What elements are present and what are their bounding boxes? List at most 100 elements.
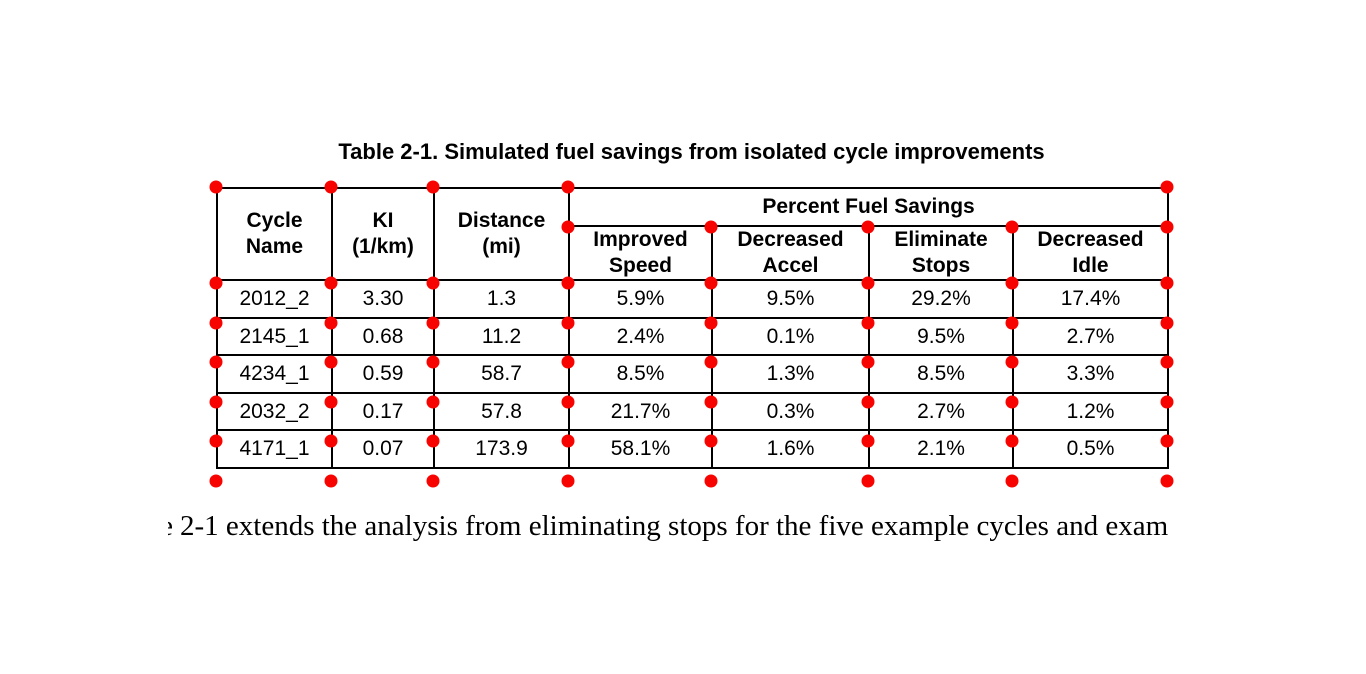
cell-cycle-name: 2032_2 [216,392,333,431]
table-corner-dot [861,276,875,290]
table-corner-dot [561,316,575,330]
table-corner-dot [209,316,223,330]
table-corner-dot [1005,434,1019,448]
table-corner-dot [561,220,575,234]
cell-cycle-name: 2012_2 [216,279,333,319]
header-decreased-idle: Decreased Idle [1011,225,1170,281]
table-corner-dot [426,180,440,194]
table-corner-dot [209,180,223,194]
table-corner-dot [426,355,440,369]
table-corner-dot [1160,474,1174,488]
table-corner-dot [561,180,575,194]
cell-ki: 0.68 [331,317,435,356]
cell-decreased-idle: 1.2% [1011,392,1170,431]
table-corner-dot [861,434,875,448]
table-corner-dot [1005,395,1019,409]
table-corner-dot [861,220,875,234]
table-corner-dot [1160,395,1174,409]
table-corner-dot [561,355,575,369]
table-corner-dot [1005,474,1019,488]
cell-improved-speed: 2.4% [568,317,713,356]
cell-decreased-accel: 0.1% [711,317,870,356]
table-corner-dot [561,276,575,290]
cell-decreased-idle: 0.5% [1011,429,1170,469]
cell-eliminate-stops: 29.2% [868,279,1014,319]
table-corner-dot [704,474,718,488]
cell-eliminate-stops: 9.5% [868,317,1014,356]
table-corner-dot [209,434,223,448]
table-corner-dot [1005,220,1019,234]
table-corner-dot [704,220,718,234]
table-corner-dot [426,316,440,330]
cell-cycle-name: 2145_1 [216,317,333,356]
table-corner-dot [861,395,875,409]
table-corner-dot [324,180,338,194]
table-corner-dot [861,355,875,369]
cell-improved-speed: 21.7% [568,392,713,431]
table-row: 4171_1 0.07 173.9 58.1% 1.6% 2.1% 0.5% [216,429,1170,469]
table-corner-dot [426,276,440,290]
table-corner-dot [1160,180,1174,194]
table-corner-dot [426,474,440,488]
cell-improved-speed: 5.9% [568,279,713,319]
cell-ki: 0.17 [331,392,435,431]
table-corner-dot [561,395,575,409]
cell-decreased-accel: 0.3% [711,392,870,431]
table-corner-dot [324,355,338,369]
table-corner-dot [1005,355,1019,369]
table-corner-dot [704,395,718,409]
cell-improved-speed: 58.1% [568,429,713,469]
table-corner-dot [324,276,338,290]
table-corner-dot [1005,276,1019,290]
cell-decreased-idle: 3.3% [1011,354,1170,394]
cell-eliminate-stops: 8.5% [868,354,1014,394]
table-corner-dot [704,355,718,369]
header-improved-speed: Improved Speed [568,225,713,281]
cell-decreased-idle: 17.4% [1011,279,1170,319]
table-corner-dot [1160,220,1174,234]
table-corner-dot [861,474,875,488]
header-ki: KI (1/km) [331,187,435,281]
table-corner-dot [704,276,718,290]
cell-distance: 58.7 [433,354,570,394]
table-corner-dot [1160,355,1174,369]
cell-ki: 0.07 [331,429,435,469]
header-decreased-accel: Decreased Accel [711,225,870,281]
table-corner-dot [426,395,440,409]
table-corner-dot [704,316,718,330]
header-percent-fuel-savings: Percent Fuel Savings [567,187,1170,227]
body-text-line: e2-1 extends the analysis from eliminati… [168,508,1358,544]
header-cycle-name: Cycle Name [216,187,333,281]
header-eliminate-stops: Eliminate Stops [868,225,1014,281]
cell-cycle-name: 4171_1 [216,429,333,469]
clipped-char-fragment: e [168,508,173,544]
table-caption: Table 2-1. Simulated fuel savings from i… [338,139,1045,164]
table-corner-dot [426,434,440,448]
fuel-savings-table: Cycle Name KI (1/km) Distance (mi) Perce… [216,187,1170,469]
cell-cycle-name: 4234_1 [216,354,333,394]
table-row: 2012_2 3.30 1.3 5.9% 9.5% 29.2% 17.4% [216,279,1170,319]
table-corner-dot [209,395,223,409]
table-corner-dot [1160,316,1174,330]
table-row: 2145_1 0.68 11.2 2.4% 0.1% 9.5% 2.7% [216,317,1170,356]
table-corner-dot [209,276,223,290]
table-corner-dot [209,474,223,488]
table-corner-dot [324,316,338,330]
table-row: 2032_2 0.17 57.8 21.7% 0.3% 2.7% 1.2% [216,392,1170,431]
table-corner-dot [1160,276,1174,290]
cell-distance: 1.3 [433,279,570,319]
table-corner-dot [324,474,338,488]
table-corner-dot [1160,434,1174,448]
cell-decreased-accel: 9.5% [711,279,870,319]
cell-improved-speed: 8.5% [568,354,713,394]
cell-ki: 0.59 [331,354,435,394]
table-corner-dot [209,355,223,369]
cell-ki: 3.30 [331,279,435,319]
table-corner-dot [861,316,875,330]
table-corner-dot [1005,316,1019,330]
cell-decreased-accel: 1.3% [711,354,870,394]
header-distance: Distance (mi) [433,187,570,281]
cell-eliminate-stops: 2.1% [868,429,1014,469]
body-text: 2-1 extends the analysis from eliminatin… [180,510,1169,542]
